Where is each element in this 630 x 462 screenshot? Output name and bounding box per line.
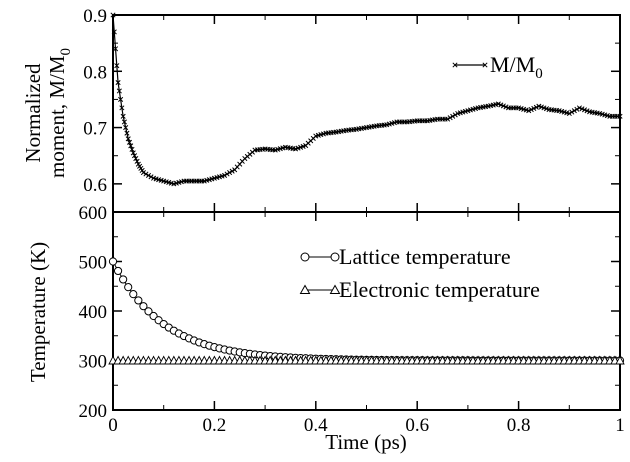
moment-y-tick-label: 0.6 bbox=[83, 175, 107, 196]
moment-y-axis-title-line2: moment, M/M0 bbox=[45, 48, 74, 178]
moment-data-point bbox=[227, 170, 233, 176]
moment-legend-markers bbox=[452, 62, 488, 68]
moment-data-point bbox=[566, 110, 572, 117]
moment-y-axis-title: Normalized bbox=[21, 63, 45, 163]
moment-y-tick-label: 0.8 bbox=[83, 62, 107, 83]
time-x-axis-title: Time (ps) bbox=[325, 430, 407, 454]
electronic-data-point bbox=[615, 355, 625, 365]
moment-data-point bbox=[571, 108, 577, 114]
time-x-tick-label: 0.8 bbox=[507, 415, 531, 436]
lattice-data-point bbox=[129, 290, 138, 299]
moment-series-line bbox=[112, 14, 620, 185]
moment-data-point bbox=[224, 171, 230, 177]
moment-panel: 0.60.70.80.9 Normalized moment, M/M0 M/M… bbox=[21, 6, 623, 213]
moment-data-point bbox=[121, 119, 127, 125]
time-x-tick-label: 0 bbox=[108, 415, 118, 436]
temperature-y-tick-label: 500 bbox=[79, 253, 108, 274]
moment-data-point bbox=[526, 108, 532, 114]
lattice-data-point bbox=[134, 296, 143, 305]
moment-data-point bbox=[140, 170, 146, 176]
lattice-data-point bbox=[119, 275, 128, 284]
moment-data-point bbox=[123, 125, 129, 131]
moment-data-point bbox=[114, 63, 120, 69]
electronic-series-markers bbox=[108, 355, 625, 365]
moment-data-point bbox=[129, 146, 135, 152]
moment-y-ticks: 0.6 0.7 0.8 0.9 bbox=[83, 6, 620, 196]
lattice-legend-marker-left bbox=[300, 252, 310, 262]
moment-legend-label-sub: 0 bbox=[535, 66, 543, 82]
moment-data-point bbox=[617, 113, 623, 119]
moment-data-point bbox=[120, 113, 126, 119]
moment-data-point bbox=[229, 168, 235, 174]
time-x-tick-label: 0.2 bbox=[203, 415, 227, 436]
moment-data-point bbox=[126, 139, 133, 145]
electronic-legend-label: Electronic temperature bbox=[339, 277, 540, 302]
temperature-y-tick-label: 300 bbox=[79, 352, 108, 373]
moment-data-point bbox=[533, 104, 539, 110]
temperature-x-ticks: 0 0.2 0.4 0.6 0.8 1 bbox=[108, 212, 625, 436]
moment-data-point bbox=[110, 12, 116, 18]
moment-data-point bbox=[134, 158, 140, 164]
moment-data-point bbox=[531, 105, 537, 111]
moment-data-point bbox=[145, 172, 152, 178]
moment-x-ticks bbox=[112, 15, 621, 212]
lattice-data-point bbox=[108, 257, 118, 266]
moment-data-point bbox=[450, 113, 456, 119]
moment-legend: M/M0 bbox=[452, 52, 543, 82]
moment-data-point bbox=[124, 130, 130, 136]
moment-y-axis-title-sub: 0 bbox=[58, 48, 74, 56]
temperature-y-tick-label: 600 bbox=[79, 203, 108, 224]
moment-y-tick-label: 0.7 bbox=[83, 119, 107, 140]
lattice-data-point bbox=[144, 307, 153, 316]
lattice-series-markers bbox=[108, 257, 625, 365]
temperature-plot-frame bbox=[112, 211, 621, 411]
lattice-legend-marker-right bbox=[330, 252, 340, 262]
temperature-y-tick-label: 200 bbox=[79, 401, 108, 422]
moment-legend-label-main: M/M bbox=[490, 52, 535, 77]
moment-y-axis-title-line1: Normalized bbox=[21, 63, 45, 163]
lattice-data-point bbox=[139, 302, 148, 311]
lattice-data-point bbox=[124, 283, 133, 292]
moment-data-point bbox=[452, 112, 458, 118]
moment-legend-marker bbox=[482, 62, 488, 68]
moment-data-point bbox=[569, 109, 575, 115]
time-x-tick-label: 1 bbox=[615, 415, 625, 436]
temperature-y-ticks: 200 300 400 500 600 bbox=[79, 203, 620, 422]
temperature-y-tick-label: 400 bbox=[79, 302, 108, 323]
moment-data-point bbox=[133, 155, 139, 162]
moment-data-point bbox=[118, 96, 124, 102]
moment-legend-marker bbox=[452, 62, 458, 68]
moment-data-point bbox=[116, 88, 122, 94]
electronic-legend-marker-right bbox=[329, 284, 341, 294]
temperature-legend: Lattice temperature Electronic temperatu… bbox=[299, 244, 540, 302]
moment-data-point bbox=[131, 153, 138, 159]
moment-data-point bbox=[148, 174, 154, 180]
moment-data-point bbox=[447, 115, 453, 121]
moment-data-point bbox=[143, 171, 149, 177]
moment-legend-label: M/M0 bbox=[490, 52, 543, 82]
moment-data-point bbox=[574, 106, 580, 112]
moment-series-markers bbox=[110, 12, 623, 187]
moment-y-tick-label: 0.9 bbox=[83, 6, 107, 27]
temperature-panel: 200 300 400 500 600 0 0.2 0.4 0.6 0.8 1 Temperatu… bbox=[26, 203, 625, 454]
moment-plot-frame bbox=[112, 14, 621, 213]
moment-data-point bbox=[125, 136, 131, 142]
time-x-tick-label: 0.4 bbox=[304, 415, 328, 436]
temperature-y-axis-title: Temperature (K) bbox=[26, 242, 50, 382]
moment-data-point bbox=[112, 46, 119, 52]
electronic-legend-marker-left bbox=[299, 284, 311, 294]
time-x-tick-label: 0.6 bbox=[405, 415, 429, 436]
lattice-legend-label: Lattice temperature bbox=[339, 244, 511, 269]
moment-data-point bbox=[130, 150, 136, 156]
moment-data-point bbox=[119, 105, 125, 111]
moment-data-point bbox=[445, 116, 451, 122]
moment-data-point bbox=[115, 79, 121, 86]
moment-data-point bbox=[128, 143, 134, 149]
moment-y-axis-title-main: moment, M/M bbox=[45, 55, 69, 178]
moment-data-point bbox=[528, 107, 534, 113]
moment-data-point bbox=[111, 29, 117, 35]
moment-data-point bbox=[221, 172, 228, 178]
lattice-data-point bbox=[113, 266, 123, 276]
